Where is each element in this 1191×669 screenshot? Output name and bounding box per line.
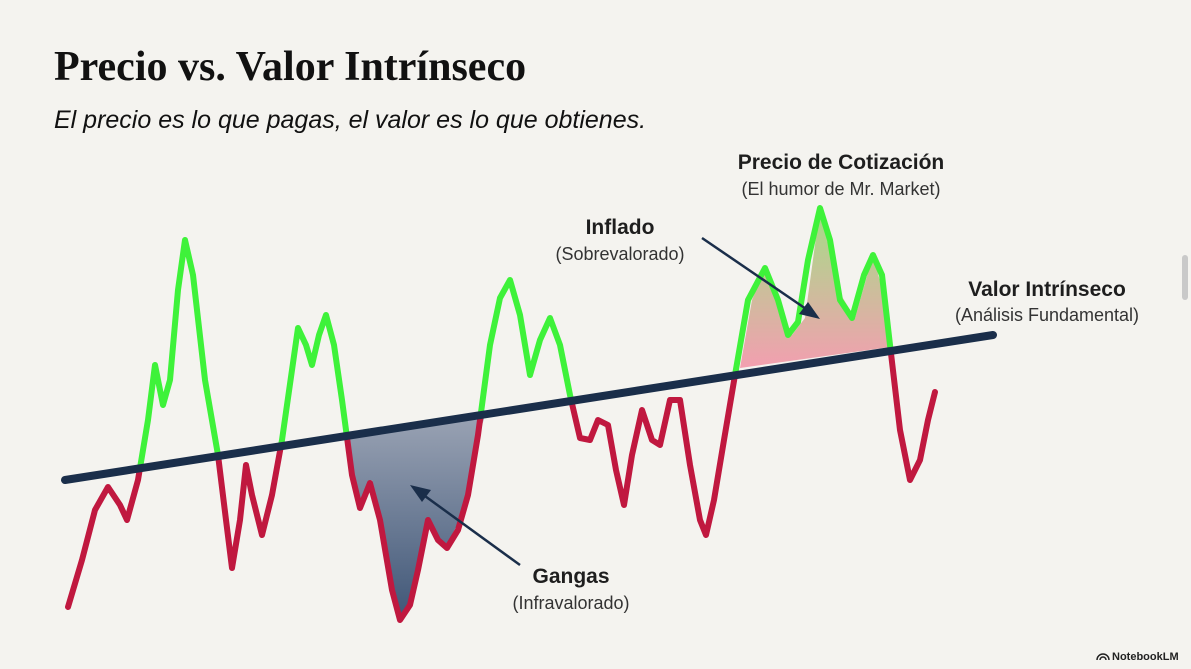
arrow-head — [410, 485, 431, 502]
brand-icon — [1096, 653, 1110, 661]
scroll-tab — [1182, 255, 1188, 300]
bargain-area — [345, 415, 485, 620]
label-title: Precio de Cotización — [738, 151, 945, 174]
inflated-area — [740, 208, 890, 368]
subtitle: El precio es lo que pagas, el valor es l… — [54, 106, 646, 134]
label-title: Inflado — [586, 216, 655, 239]
title: Precio vs. Valor Intrínseco — [54, 44, 526, 90]
label-note: (Infravalorado) — [512, 593, 629, 613]
brand: NotebookLM — [1112, 651, 1179, 663]
arrow-head — [799, 302, 820, 319]
label-title: Valor Intrínseco — [968, 278, 1126, 301]
label-title: Gangas — [532, 565, 609, 588]
arrow — [417, 489, 521, 567]
label-note: (El humor de Mr. Market) — [741, 179, 940, 199]
label-note: (Sobrevalorado) — [555, 244, 684, 264]
label-note: (Análisis Fundamental) — [955, 305, 1139, 325]
intrinsic-line — [61, 331, 997, 484]
arrow — [701, 236, 813, 315]
